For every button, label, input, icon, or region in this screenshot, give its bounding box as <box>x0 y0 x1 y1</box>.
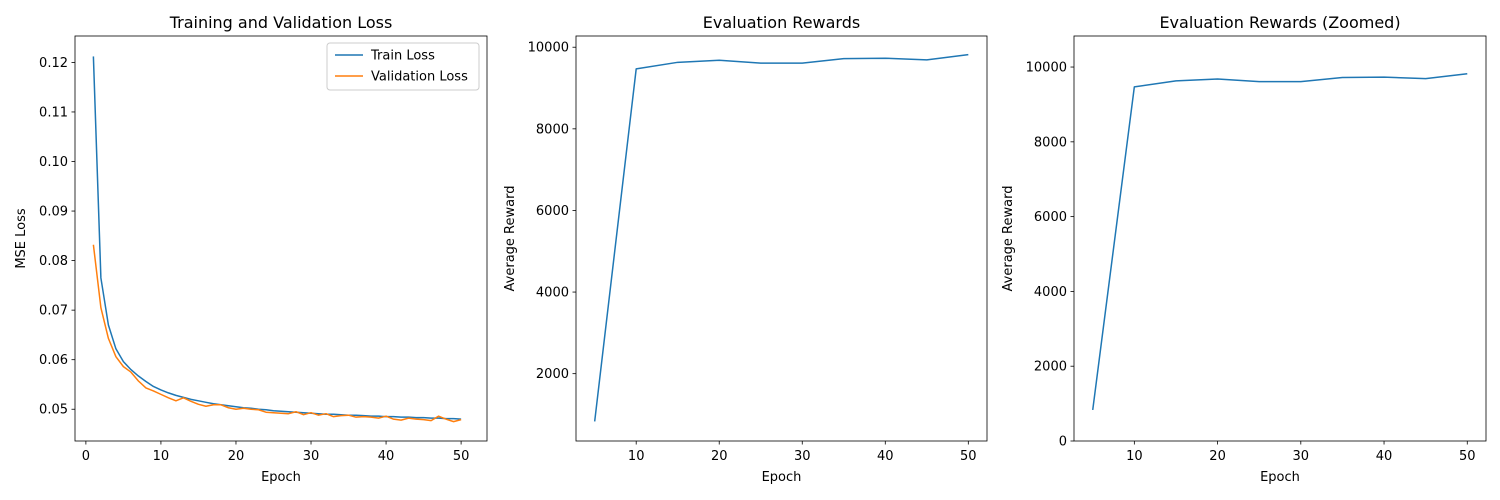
y-axis-label: Average Reward <box>1001 186 1016 292</box>
chart-title: Evaluation Rewards <box>703 13 860 32</box>
x-tick-label: 50 <box>960 449 977 464</box>
chart-title: Evaluation Rewards (Zoomed) <box>1159 13 1400 32</box>
x-tick-label: 40 <box>1376 449 1393 464</box>
y-tick-label: 10000 <box>528 41 569 56</box>
y-tick-label: 8000 <box>1034 135 1067 150</box>
chart-panel-1: 0 10 20 30 40 50 0.05 0.06 0.07 0.08 0.09 0.10 0.11 0… <box>14 13 488 485</box>
x-tick-label: 30 <box>303 449 320 464</box>
y-tick-label: 0.08 <box>39 254 68 269</box>
x-axis-label: Epoch <box>1260 470 1300 485</box>
x-tick-label: 10 <box>628 449 645 464</box>
x-axis-label: Epoch <box>762 470 802 485</box>
y-tick-label: 0.09 <box>39 205 68 220</box>
x-tick-label: 20 <box>1209 449 1226 464</box>
y-axis-label: MSE Loss <box>14 208 29 269</box>
y-tick-label: 6000 <box>536 204 569 219</box>
y-tick-label: 0.10 <box>39 155 68 170</box>
y-tick-label: 0.05 <box>39 403 68 418</box>
x-tick-label: 20 <box>228 449 245 464</box>
validation-loss-line <box>92 244 462 423</box>
y-tick-label: 0.11 <box>39 105 68 120</box>
x-tick-label: 10 <box>153 449 170 464</box>
y-tick-label: 10000 <box>1026 61 1067 76</box>
y-tick-label: 6000 <box>1034 210 1067 225</box>
y-tick-label: 4000 <box>1034 285 1067 300</box>
x-tick-label: 40 <box>877 449 894 464</box>
x-tick-label: 30 <box>794 449 811 464</box>
y-tick-label: 4000 <box>536 286 569 301</box>
axes-frame <box>1073 35 1487 442</box>
x-tick-label: 50 <box>1459 449 1476 464</box>
x-axis-label: Epoch <box>261 470 301 485</box>
legend-label: Validation Loss <box>371 70 468 85</box>
legend-box <box>326 42 480 91</box>
x-tick-label: 20 <box>711 449 728 464</box>
legend-label: Train Loss <box>370 49 435 64</box>
x-tick-label: 30 <box>1293 449 1310 464</box>
y-tick-label: 8000 <box>536 122 569 137</box>
y-tick-label: 0 <box>1059 435 1067 450</box>
chart-panel-2: 10 20 30 40 50 2000 4000 6000 8000 10000 Evaluatio… <box>503 13 988 485</box>
x-tick-label: 10 <box>1126 449 1143 464</box>
chart-panel-3: 10 20 30 40 50 0 2000 4000 6000 8000 10000 Evaluati… <box>1001 13 1487 485</box>
chart-title: Training and Validation Loss <box>169 13 393 32</box>
x-tick-label: 40 <box>378 449 395 464</box>
axes-frame <box>575 35 988 442</box>
legend: Train Loss Validation Loss <box>326 42 480 91</box>
train-loss-line <box>92 56 462 420</box>
x-tick-label: 50 <box>453 449 470 464</box>
y-axis-label: Average Reward <box>503 186 518 292</box>
y-tick-label: 0.06 <box>39 353 68 368</box>
series-1-line <box>593 53 969 422</box>
y-tick-label: 2000 <box>1034 360 1067 375</box>
series-1-line <box>1091 73 1468 411</box>
y-tick-label: 0.07 <box>39 304 68 319</box>
y-tick-label: 2000 <box>536 367 569 382</box>
axes-frame <box>74 35 488 442</box>
x-tick-label: 0 <box>82 449 90 464</box>
y-tick-label: 0.12 <box>39 56 68 71</box>
